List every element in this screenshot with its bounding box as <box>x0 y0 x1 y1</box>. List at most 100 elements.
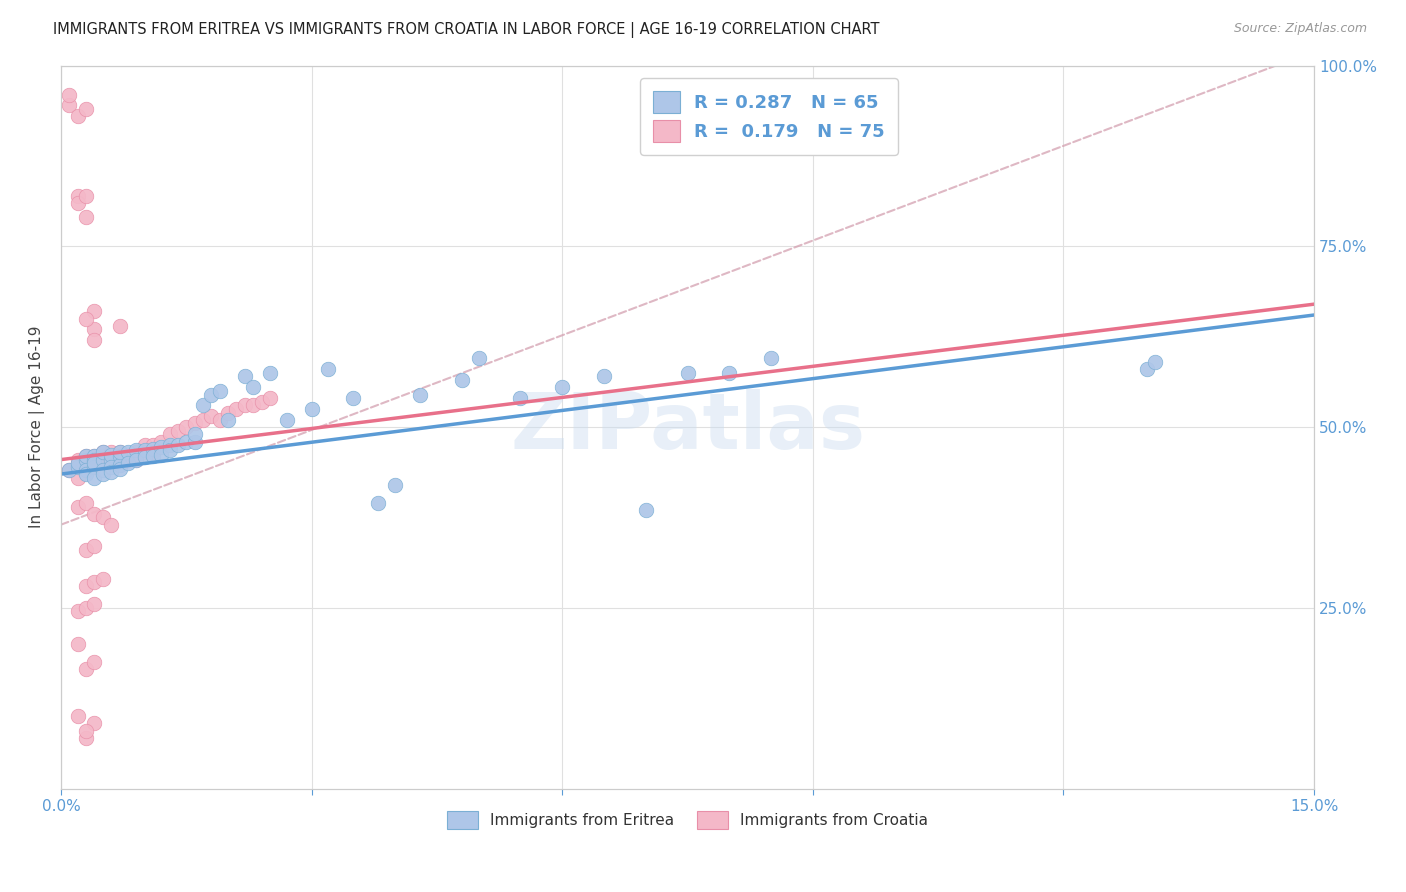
Point <box>451 373 474 387</box>
Point <box>66 637 89 651</box>
Point <box>91 449 114 463</box>
Point <box>66 459 89 474</box>
Point <box>259 366 281 380</box>
Point <box>125 452 148 467</box>
Point <box>159 427 181 442</box>
Point <box>58 87 80 102</box>
Point <box>150 448 173 462</box>
Point <box>66 604 89 618</box>
Point <box>142 445 165 459</box>
Point <box>759 351 782 366</box>
Point <box>100 465 122 479</box>
Point <box>200 409 222 424</box>
Point <box>176 420 198 434</box>
Point <box>217 406 239 420</box>
Point <box>83 655 105 669</box>
Point <box>176 434 198 449</box>
Point <box>83 449 105 463</box>
Point <box>259 391 281 405</box>
Point <box>276 413 298 427</box>
Point <box>75 579 97 593</box>
Point <box>108 462 131 476</box>
Point <box>100 459 122 474</box>
Point <box>676 366 699 380</box>
Point <box>108 452 131 467</box>
Point <box>75 467 97 481</box>
Text: ZIPatlas: ZIPatlas <box>510 389 865 465</box>
Point <box>384 478 406 492</box>
Point <box>467 351 489 366</box>
Point <box>183 417 205 431</box>
Point <box>367 496 389 510</box>
Point <box>318 362 340 376</box>
Point <box>100 449 122 463</box>
Point <box>117 449 139 463</box>
Point <box>75 463 97 477</box>
Point <box>83 716 105 731</box>
Point <box>66 456 89 470</box>
Point <box>167 424 190 438</box>
Point <box>142 438 165 452</box>
Point <box>75 662 97 676</box>
Point <box>75 449 97 463</box>
Point <box>634 503 657 517</box>
Point <box>58 463 80 477</box>
Point <box>75 600 97 615</box>
Point <box>108 458 131 472</box>
Point <box>83 456 105 470</box>
Point <box>66 109 89 123</box>
Point <box>66 188 89 202</box>
Point <box>66 452 89 467</box>
Point <box>108 445 131 459</box>
Point <box>509 391 531 405</box>
Point <box>100 452 122 467</box>
Point <box>75 452 97 467</box>
Point <box>117 449 139 463</box>
Point <box>250 394 273 409</box>
Point <box>91 510 114 524</box>
Text: Source: ZipAtlas.com: Source: ZipAtlas.com <box>1233 22 1367 36</box>
Point <box>75 456 97 470</box>
Point <box>83 507 105 521</box>
Point <box>125 445 148 459</box>
Point <box>183 427 205 442</box>
Point <box>301 402 323 417</box>
Point <box>593 369 616 384</box>
Point <box>100 448 122 462</box>
Point <box>83 539 105 553</box>
Point <box>66 456 89 470</box>
Text: IMMIGRANTS FROM ERITREA VS IMMIGRANTS FROM CROATIA IN LABOR FORCE | AGE 16-19 CO: IMMIGRANTS FROM ERITREA VS IMMIGRANTS FR… <box>53 22 880 38</box>
Point <box>108 449 131 463</box>
Point <box>134 450 156 465</box>
Point <box>150 434 173 449</box>
Point <box>75 463 97 477</box>
Point <box>200 387 222 401</box>
Point <box>91 572 114 586</box>
Point <box>125 443 148 458</box>
Point <box>142 442 165 456</box>
Point <box>66 459 89 474</box>
Point <box>117 445 139 459</box>
Point <box>75 311 97 326</box>
Point <box>83 322 105 336</box>
Point <box>233 369 256 384</box>
Point <box>91 456 114 470</box>
Point <box>75 188 97 202</box>
Point <box>108 445 131 459</box>
Point <box>233 398 256 412</box>
Point <box>83 304 105 318</box>
Point <box>75 496 97 510</box>
Point <box>217 413 239 427</box>
Point <box>134 445 156 459</box>
Y-axis label: In Labor Force | Age 16-19: In Labor Force | Age 16-19 <box>30 326 45 528</box>
Point <box>75 211 97 225</box>
Point <box>242 380 264 394</box>
Point <box>91 467 114 481</box>
Point <box>100 452 122 467</box>
Point <box>83 459 105 474</box>
Point <box>409 387 432 401</box>
Point <box>242 398 264 412</box>
Point <box>142 449 165 463</box>
Point <box>83 334 105 348</box>
Point <box>75 543 97 558</box>
